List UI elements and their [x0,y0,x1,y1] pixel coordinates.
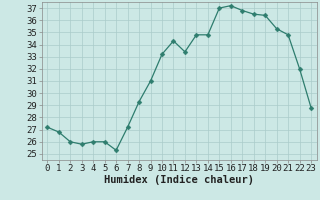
X-axis label: Humidex (Indice chaleur): Humidex (Indice chaleur) [104,175,254,185]
